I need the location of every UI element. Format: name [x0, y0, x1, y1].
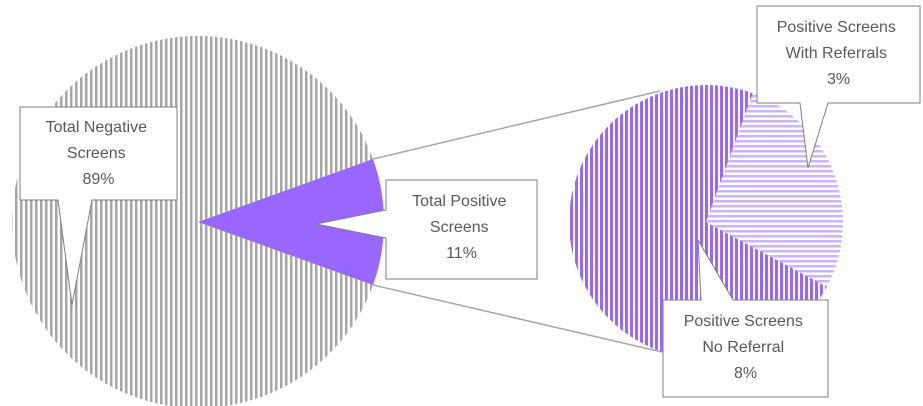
- callout-value: 89%: [82, 171, 114, 188]
- callout-label-line: Positive Screens: [777, 19, 896, 36]
- svg-text:Total Positive Screens: Total Positive Screens 11%: [412, 193, 511, 262]
- data-label-total-negative-screens: Total Negative Screens 89%: [19, 106, 178, 306]
- callout-label-line: Positive Screens: [684, 313, 803, 330]
- connector-line-top: [372, 90, 661, 160]
- callout-value: 11%: [446, 245, 477, 262]
- callout-box: [19, 106, 178, 306]
- data-label-total-positive-screens: Total Positive Screens 11%: [315, 179, 538, 280]
- connector-line-bottom: [372, 284, 663, 353]
- callout-box: [315, 179, 538, 280]
- data-label-positive-screens-with-referrals: Positive Screens With Referrals 3%: [756, 5, 921, 169]
- callout-label-line: Total Positive: [412, 193, 506, 210]
- callout-label-line: Total Negative: [46, 119, 147, 136]
- callout-label-line: No Referral: [702, 339, 784, 356]
- callout-box: [662, 239, 829, 398]
- callout-value: 3%: [827, 71, 850, 88]
- connector-lines: [372, 90, 663, 353]
- pie-slice-total-positive-screens: [198, 158, 384, 286]
- callout-label-line: Screens: [67, 145, 126, 162]
- callout-label-line: With Referrals: [786, 45, 887, 62]
- svg-text:Positive Screens No Re: Positive Screens No Referral 8%: [684, 313, 808, 382]
- callout-box: [756, 5, 921, 169]
- callout-value: 8%: [734, 365, 757, 382]
- svg-text:Positive Screens With: Positive Screens With Referrals 3%: [777, 19, 901, 88]
- svg-text:Total Negative Screens: Total Negative Screens 89%: [46, 119, 152, 188]
- data-label-positive-screens-no-referral: Positive Screens No Referral 8%: [662, 239, 829, 398]
- pie-slice-positive-screens-no-referral: [569, 84, 827, 359]
- callout-label-line: Screens: [430, 219, 489, 236]
